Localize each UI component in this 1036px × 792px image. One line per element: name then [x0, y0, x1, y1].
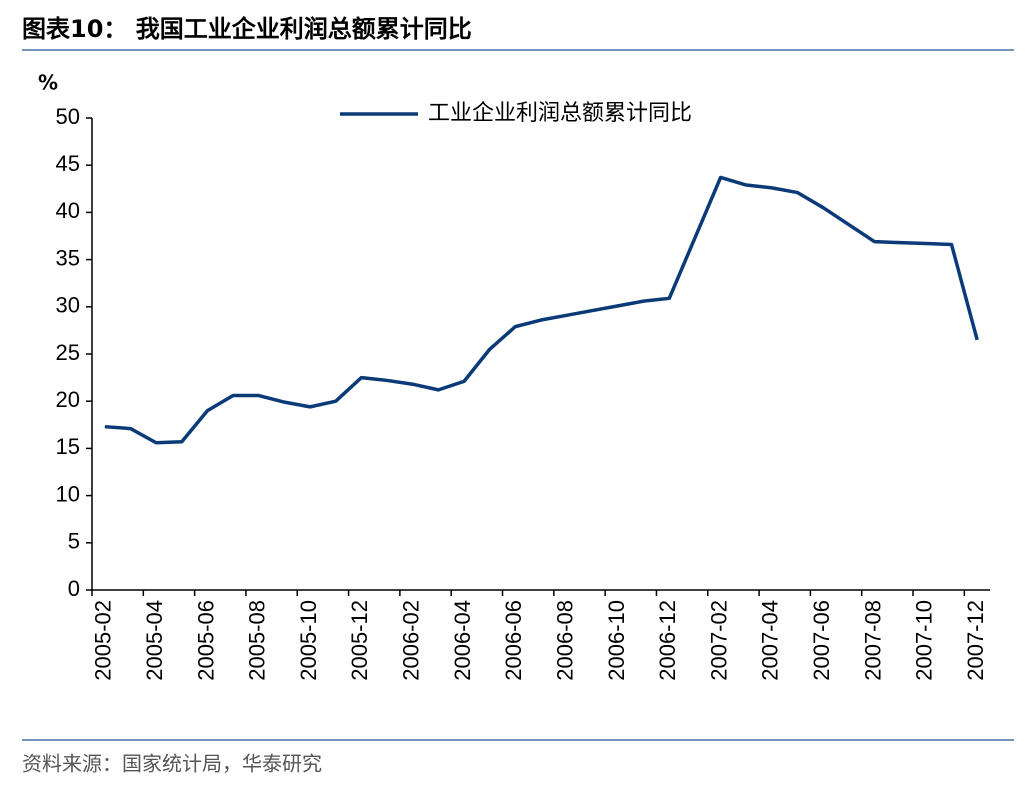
legend-label: 工业企业利润总额累计同比 — [428, 101, 692, 126]
y-tick-label: 45 — [56, 151, 80, 176]
x-tick-label: 2005-04 — [142, 600, 167, 681]
x-tick-label: 2006-12 — [655, 600, 680, 681]
x-tick-label: 2005-02 — [91, 600, 116, 681]
chart-title: 图表10： 我国工业企业利润总额累计同比 — [22, 15, 472, 43]
x-tick-label: 2006-10 — [604, 600, 629, 681]
y-tick-label: 15 — [56, 434, 80, 459]
y-tick-label: 50 — [56, 104, 80, 129]
y-tick-label: 25 — [56, 340, 80, 365]
x-tick-label: 2007-06 — [809, 600, 834, 681]
y-tick-label: 40 — [56, 198, 80, 223]
x-tick-label: 2007-04 — [758, 600, 783, 681]
y-tick-label: 10 — [56, 481, 80, 506]
y-tick-label: 35 — [56, 245, 80, 270]
line-series — [104, 175, 979, 445]
y-tick-label: 30 — [56, 293, 80, 318]
source: 资料来源：国家统计局，华泰研究 — [22, 752, 322, 776]
x-tick-label: 2007-02 — [706, 600, 731, 681]
y-tick-label: 20 — [56, 387, 80, 412]
y-axis-label: % — [38, 71, 58, 95]
y-tick-label: 5 — [68, 529, 80, 554]
y-tick-label: 0 — [68, 576, 80, 601]
x-tick-label: 2007-10 — [912, 600, 937, 681]
x-tick-label: 2006-06 — [501, 600, 526, 681]
x-tick-label: 2005-06 — [193, 600, 218, 681]
x-tick-label: 2005-12 — [347, 600, 372, 681]
x-tick-label: 2006-04 — [450, 600, 475, 681]
x-tick-label: 2007-08 — [860, 600, 885, 681]
x-tick-label: 2006-02 — [399, 600, 424, 681]
x-tick-label: 2005-10 — [296, 600, 321, 681]
x-tick-label: 2007-12 — [963, 600, 988, 681]
x-tick-label: 2005-08 — [245, 600, 270, 681]
x-tick-label: 2006-08 — [552, 600, 577, 681]
